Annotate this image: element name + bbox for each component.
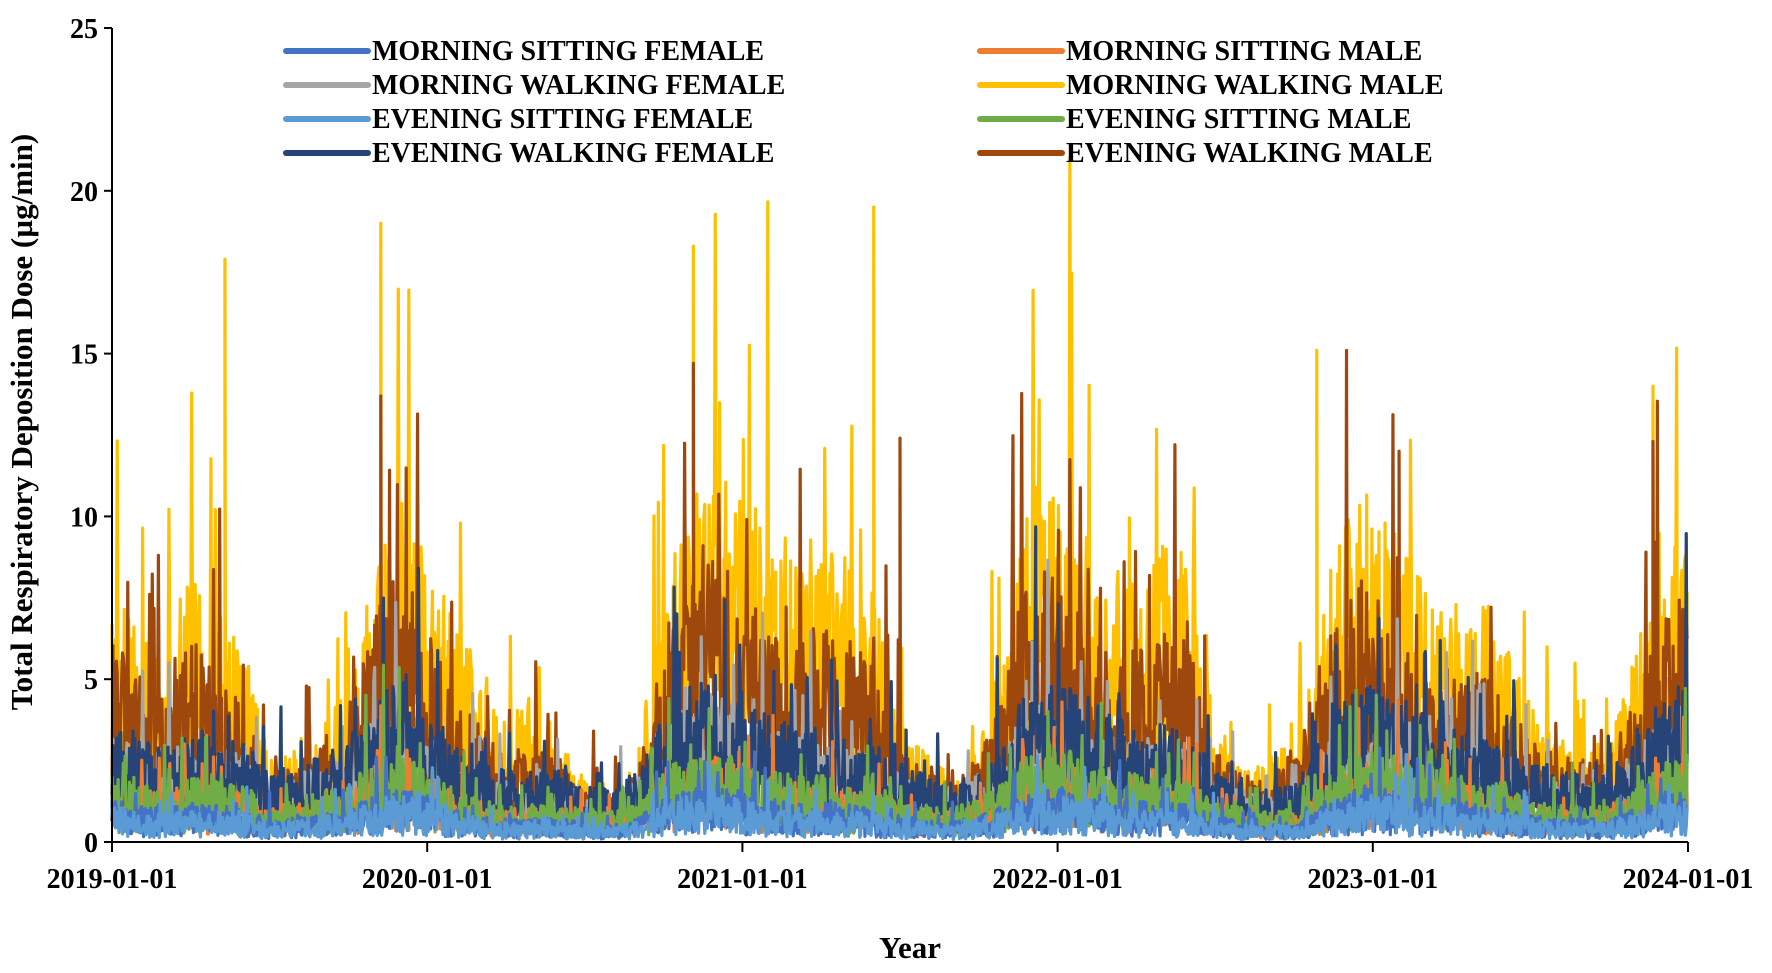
y-tick-label: 25 (70, 14, 98, 45)
legend-label: MORNING WALKING MALE (1066, 70, 1444, 101)
axes-layer: 0 5 10 15 20 25 2019-01-01 2020-01-01 2021-01-01… (47, 14, 1754, 895)
y-tick-label: 20 (70, 177, 98, 208)
series-layer (110, 155, 1689, 842)
legend-label: EVENING WALKING FEMALE (372, 138, 774, 169)
legend-label: MORNING SITTING MALE (1066, 36, 1422, 67)
series-line-evening-sitting-female (110, 752, 1689, 842)
y-tick-label: 0 (84, 828, 98, 859)
x-axis-title: Year (879, 930, 941, 965)
legend-label: EVENING SITTING MALE (1066, 104, 1411, 135)
x-tick-label: 2024-01-01 (1623, 864, 1754, 895)
y-tick-label: 5 (84, 665, 98, 696)
x-tick-label: 2022-01-01 (992, 864, 1123, 895)
legend-label: MORNING SITTING FEMALE (372, 36, 764, 67)
x-tick-label: 2021-01-01 (677, 864, 808, 895)
legend-label: EVENING WALKING MALE (1066, 138, 1433, 169)
y-tick-label: 10 (70, 502, 98, 533)
y-axis-title: Total Respiratory Deposition Dose (µg/mi… (4, 134, 39, 710)
legend-label: MORNING WALKING FEMALE (372, 70, 785, 101)
x-tick-label: 2023-01-01 (1307, 864, 1438, 895)
y-tick-label: 15 (70, 340, 98, 371)
x-tick-label: 2020-01-01 (362, 864, 493, 895)
x-tick-label: 2019-01-01 (47, 864, 178, 895)
legend: MORNING SITTING FEMALE MORNING SITTING MA… (283, 36, 1444, 169)
legend-label: EVENING SITTING FEMALE (372, 104, 753, 135)
